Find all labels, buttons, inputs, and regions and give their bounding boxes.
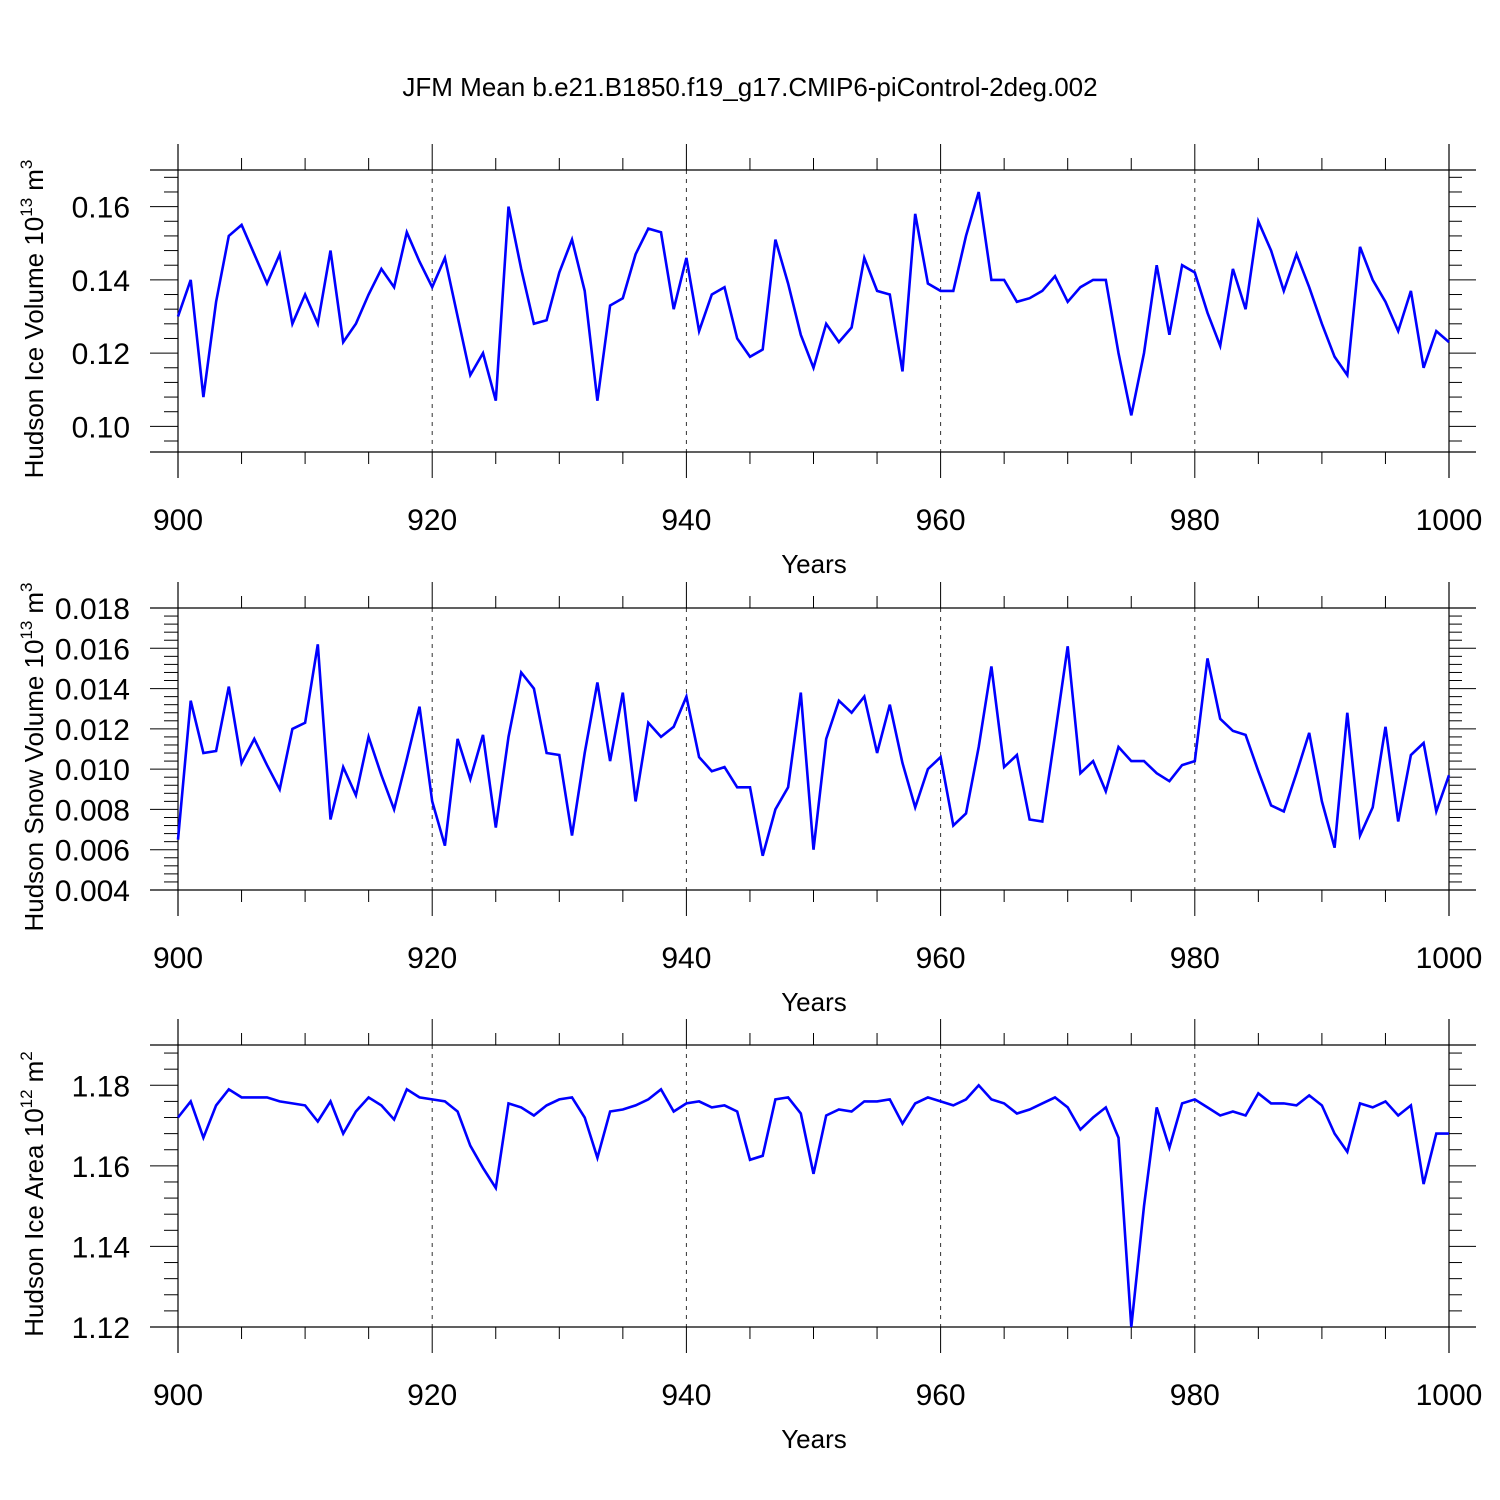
x-tick-label: 980: [1170, 942, 1220, 975]
series-line: [176, 1083, 1449, 1328]
x-tick-label: 1000: [1416, 504, 1483, 537]
x-tick-label: 940: [661, 504, 711, 537]
y-tick-label: 0.16: [72, 192, 130, 225]
figure-title: JFM Mean b.e21.B1850.f19_g17.CMIP6-piCon…: [402, 72, 1097, 102]
y-axis-label-exponent: 13: [17, 621, 36, 640]
y-tick-label: 0.016: [55, 633, 130, 666]
y-axis-label-unit: m: [19, 592, 49, 614]
x-tick-label: 960: [916, 504, 966, 537]
y-axis-label-exponent: 13: [17, 198, 36, 217]
y-axis-label-main: Hudson Snow Volume 10: [19, 640, 49, 932]
x-axis-label: Years: [781, 549, 847, 579]
x-tick-label: 900: [153, 504, 203, 537]
y-tick-label: 0.010: [55, 754, 130, 787]
x-tick-label: 920: [407, 504, 457, 537]
y-tick-label: 1.14: [72, 1231, 130, 1264]
y-axis-label-unit: m: [19, 1061, 49, 1083]
x-tick-label: 960: [916, 942, 966, 975]
y-tick-label: 1.16: [72, 1151, 130, 1184]
x-tick-label: 900: [153, 1379, 203, 1412]
y-tick-label: 0.10: [72, 411, 130, 444]
y-axis-label: Hudson Snow Volume 1013 m3: [17, 582, 49, 931]
x-axis-label: Years: [781, 987, 847, 1017]
y-axis-label-unit: m: [19, 169, 49, 191]
y-tick-label: 1.18: [72, 1070, 130, 1103]
y-axis-label-unit-exponent: 2: [17, 1051, 36, 1060]
y-axis-label-unit-exponent: 3: [17, 160, 36, 169]
y-axis-label-main: Hudson Ice Area 10: [19, 1108, 49, 1336]
y-tick-label: 0.018: [55, 593, 130, 626]
chart-panel-1: 900 920 940 960 980 1000 0.10 0.12 0.14 0.16 Years…: [17, 144, 1482, 579]
y-axis-label-unit-exponent: 3: [17, 582, 36, 591]
y-axis-label-main: Hudson Ice Volume 10: [19, 217, 49, 479]
x-tick-label: 980: [1170, 504, 1220, 537]
x-tick-label: 940: [661, 942, 711, 975]
x-tick-label: 920: [407, 942, 457, 975]
y-axis-label: Hudson Ice Area 1012 m2: [17, 1051, 49, 1336]
y-tick-label: 0.008: [55, 794, 130, 827]
series-line: [176, 644, 1451, 857]
y-tick-label: 0.14: [72, 265, 130, 298]
chart-panel-2: 900 920 940 960 980 1000 0.004 0.006 0.008 0.010 0…: [17, 582, 1482, 1017]
series-line: [176, 191, 1450, 416]
x-tick-label: 960: [916, 1379, 966, 1412]
y-tick-label: 0.012: [55, 714, 130, 747]
y-tick-label: 0.006: [55, 835, 130, 868]
chart-panel-3: 900 920 940 960 980 1000 1.12 1.14 1.16 1.18 Years…: [17, 1019, 1482, 1454]
x-tick-label: 1000: [1416, 942, 1483, 975]
y-tick-label: 0.12: [72, 338, 130, 371]
y-axis-label: Hudson Ice Volume 1013 m3: [17, 160, 49, 479]
y-tick-label: 0.004: [55, 875, 130, 908]
y-tick-label: 1.12: [72, 1312, 130, 1345]
x-tick-label: 940: [661, 1379, 711, 1412]
x-axis-label: Years: [781, 1424, 847, 1454]
y-axis-label-exponent: 12: [17, 1089, 36, 1108]
x-tick-label: 1000: [1416, 1379, 1483, 1412]
x-tick-label: 920: [407, 1379, 457, 1412]
y-tick-label: 0.014: [55, 674, 130, 707]
x-tick-label: 980: [1170, 1379, 1220, 1412]
x-tick-label: 900: [153, 942, 203, 975]
